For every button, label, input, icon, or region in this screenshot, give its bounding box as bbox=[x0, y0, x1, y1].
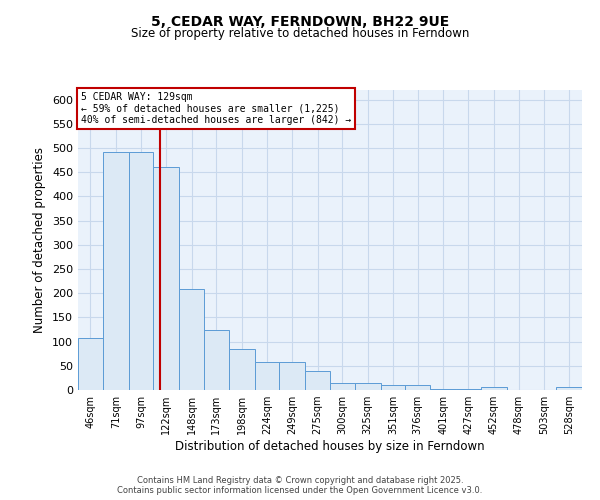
Y-axis label: Number of detached properties: Number of detached properties bbox=[34, 147, 46, 333]
Text: 5 CEDAR WAY: 129sqm
← 59% of detached houses are smaller (1,225)
40% of semi-det: 5 CEDAR WAY: 129sqm ← 59% of detached ho… bbox=[80, 92, 351, 124]
Bar bbox=[280, 362, 305, 390]
Bar bbox=[254, 362, 280, 390]
Bar bbox=[78, 338, 103, 390]
Bar bbox=[305, 370, 330, 390]
Text: Size of property relative to detached houses in Ferndown: Size of property relative to detached ho… bbox=[131, 28, 469, 40]
Bar bbox=[103, 152, 128, 390]
Bar bbox=[154, 168, 179, 390]
Bar bbox=[179, 290, 204, 390]
Bar bbox=[229, 350, 254, 390]
Bar bbox=[456, 388, 481, 390]
Bar bbox=[380, 384, 406, 390]
Text: Contains HM Land Registry data © Crown copyright and database right 2025.
Contai: Contains HM Land Registry data © Crown c… bbox=[118, 476, 482, 495]
Bar bbox=[128, 152, 154, 390]
Bar bbox=[355, 383, 380, 390]
Text: 5, CEDAR WAY, FERNDOWN, BH22 9UE: 5, CEDAR WAY, FERNDOWN, BH22 9UE bbox=[151, 15, 449, 29]
Bar bbox=[330, 383, 355, 390]
Bar bbox=[430, 388, 456, 390]
Bar bbox=[406, 384, 430, 390]
Bar bbox=[556, 387, 582, 390]
Bar bbox=[481, 387, 506, 390]
Bar bbox=[204, 330, 229, 390]
X-axis label: Distribution of detached houses by size in Ferndown: Distribution of detached houses by size … bbox=[175, 440, 485, 453]
